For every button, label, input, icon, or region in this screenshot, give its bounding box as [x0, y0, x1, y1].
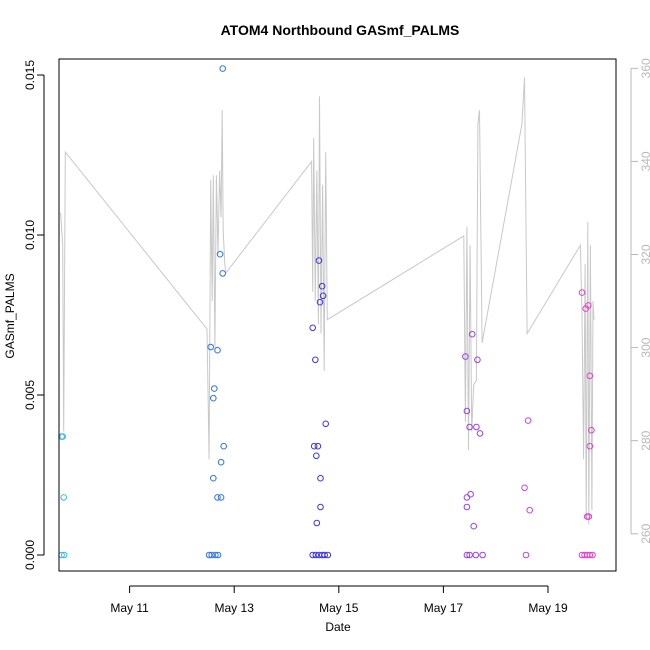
- chart-title: ATOM4 Northbound GASmf_PALMS: [221, 22, 460, 38]
- data-point: [474, 356, 481, 364]
- y-tick-label: 0.005: [23, 380, 37, 410]
- data-point: [313, 452, 320, 460]
- data-point: [60, 494, 68, 501]
- data-point: [220, 442, 227, 450]
- right-tick-label: 340: [639, 151, 650, 171]
- y-tick-label: 0.000: [23, 540, 37, 570]
- data-point: [317, 474, 324, 482]
- data-point: [319, 292, 327, 300]
- data-point: [321, 551, 329, 559]
- data-point: [524, 417, 532, 424]
- y-axis: 0.000 0.005 0.010 0.015: [23, 60, 45, 570]
- data-point: [314, 442, 322, 450]
- right-axis: 260 280 300 320 340 360: [630, 58, 650, 544]
- x-tick-label: May 11: [110, 601, 149, 615]
- data-point: [578, 289, 586, 296]
- data-point: [309, 324, 317, 332]
- data-point: [313, 519, 321, 527]
- data-point: [324, 551, 332, 559]
- data-point: [205, 551, 213, 559]
- data-point: [316, 298, 324, 306]
- data-point: [317, 503, 324, 511]
- data-point: [60, 551, 68, 559]
- data-point: [586, 551, 594, 559]
- data-point: [219, 270, 226, 277]
- data-point: [468, 330, 476, 338]
- data-point: [322, 420, 330, 428]
- data-point: [309, 551, 317, 559]
- data-point: [585, 302, 592, 309]
- data-point: [526, 506, 534, 514]
- data-point: [467, 490, 474, 498]
- data-point: [466, 423, 473, 431]
- data-point: [219, 65, 226, 72]
- x-tick-label: May 15: [319, 601, 359, 615]
- data-point: [207, 343, 214, 351]
- data-point: [586, 442, 594, 450]
- data-point: [216, 250, 224, 258]
- data-point: [462, 353, 469, 360]
- y-tick-label: 0.010: [23, 220, 37, 250]
- data-point: [586, 372, 594, 380]
- x-axis: May 11 May 13 May 15 May 17 May 19: [110, 585, 568, 615]
- data-points: [58, 65, 596, 559]
- right-tick-label: 300: [639, 337, 650, 357]
- plot-frame: [58, 58, 617, 572]
- data-point: [217, 458, 225, 466]
- data-point: [479, 551, 486, 559]
- data-point: [521, 484, 528, 492]
- x-tick-label: May 17: [424, 601, 464, 615]
- x-tick-label: May 19: [528, 601, 568, 615]
- data-point: [210, 394, 217, 402]
- data-point: [522, 551, 530, 559]
- data-point: [210, 474, 217, 482]
- right-tick-label: 280: [639, 430, 650, 450]
- data-point: [589, 551, 596, 559]
- data-point: [472, 551, 480, 559]
- x-tick-label: May 13: [215, 601, 255, 615]
- right-axis-trace: [60, 77, 595, 525]
- data-point: [470, 522, 478, 530]
- right-tick-label: 360: [639, 58, 650, 78]
- y-tick-label: 0.015: [23, 60, 37, 90]
- data-point: [463, 407, 471, 415]
- data-point: [59, 433, 67, 440]
- data-point: [473, 423, 480, 431]
- x-axis-label: Date: [325, 620, 351, 634]
- data-point: [214, 551, 222, 559]
- y-axis-label: GASmf_PALMS: [3, 273, 17, 358]
- data-point: [212, 551, 219, 559]
- right-tick-label: 260: [639, 523, 650, 543]
- data-point: [310, 442, 318, 450]
- data-point: [476, 430, 484, 437]
- data-point: [214, 346, 221, 354]
- data-point: [315, 257, 323, 264]
- data-point: [312, 356, 319, 364]
- data-point: [463, 551, 471, 559]
- data-point: [585, 513, 593, 520]
- data-point: [463, 503, 471, 511]
- data-point: [214, 494, 221, 501]
- data-point: [466, 551, 473, 559]
- data-point: [588, 426, 595, 434]
- data-point: [211, 385, 218, 392]
- right-tick-label: 320: [639, 244, 650, 264]
- trace-line: [60, 77, 595, 525]
- data-point: [463, 494, 471, 501]
- data-point: [208, 551, 215, 559]
- data-point: [312, 551, 320, 559]
- data-point: [318, 282, 326, 290]
- data-point: [217, 494, 225, 501]
